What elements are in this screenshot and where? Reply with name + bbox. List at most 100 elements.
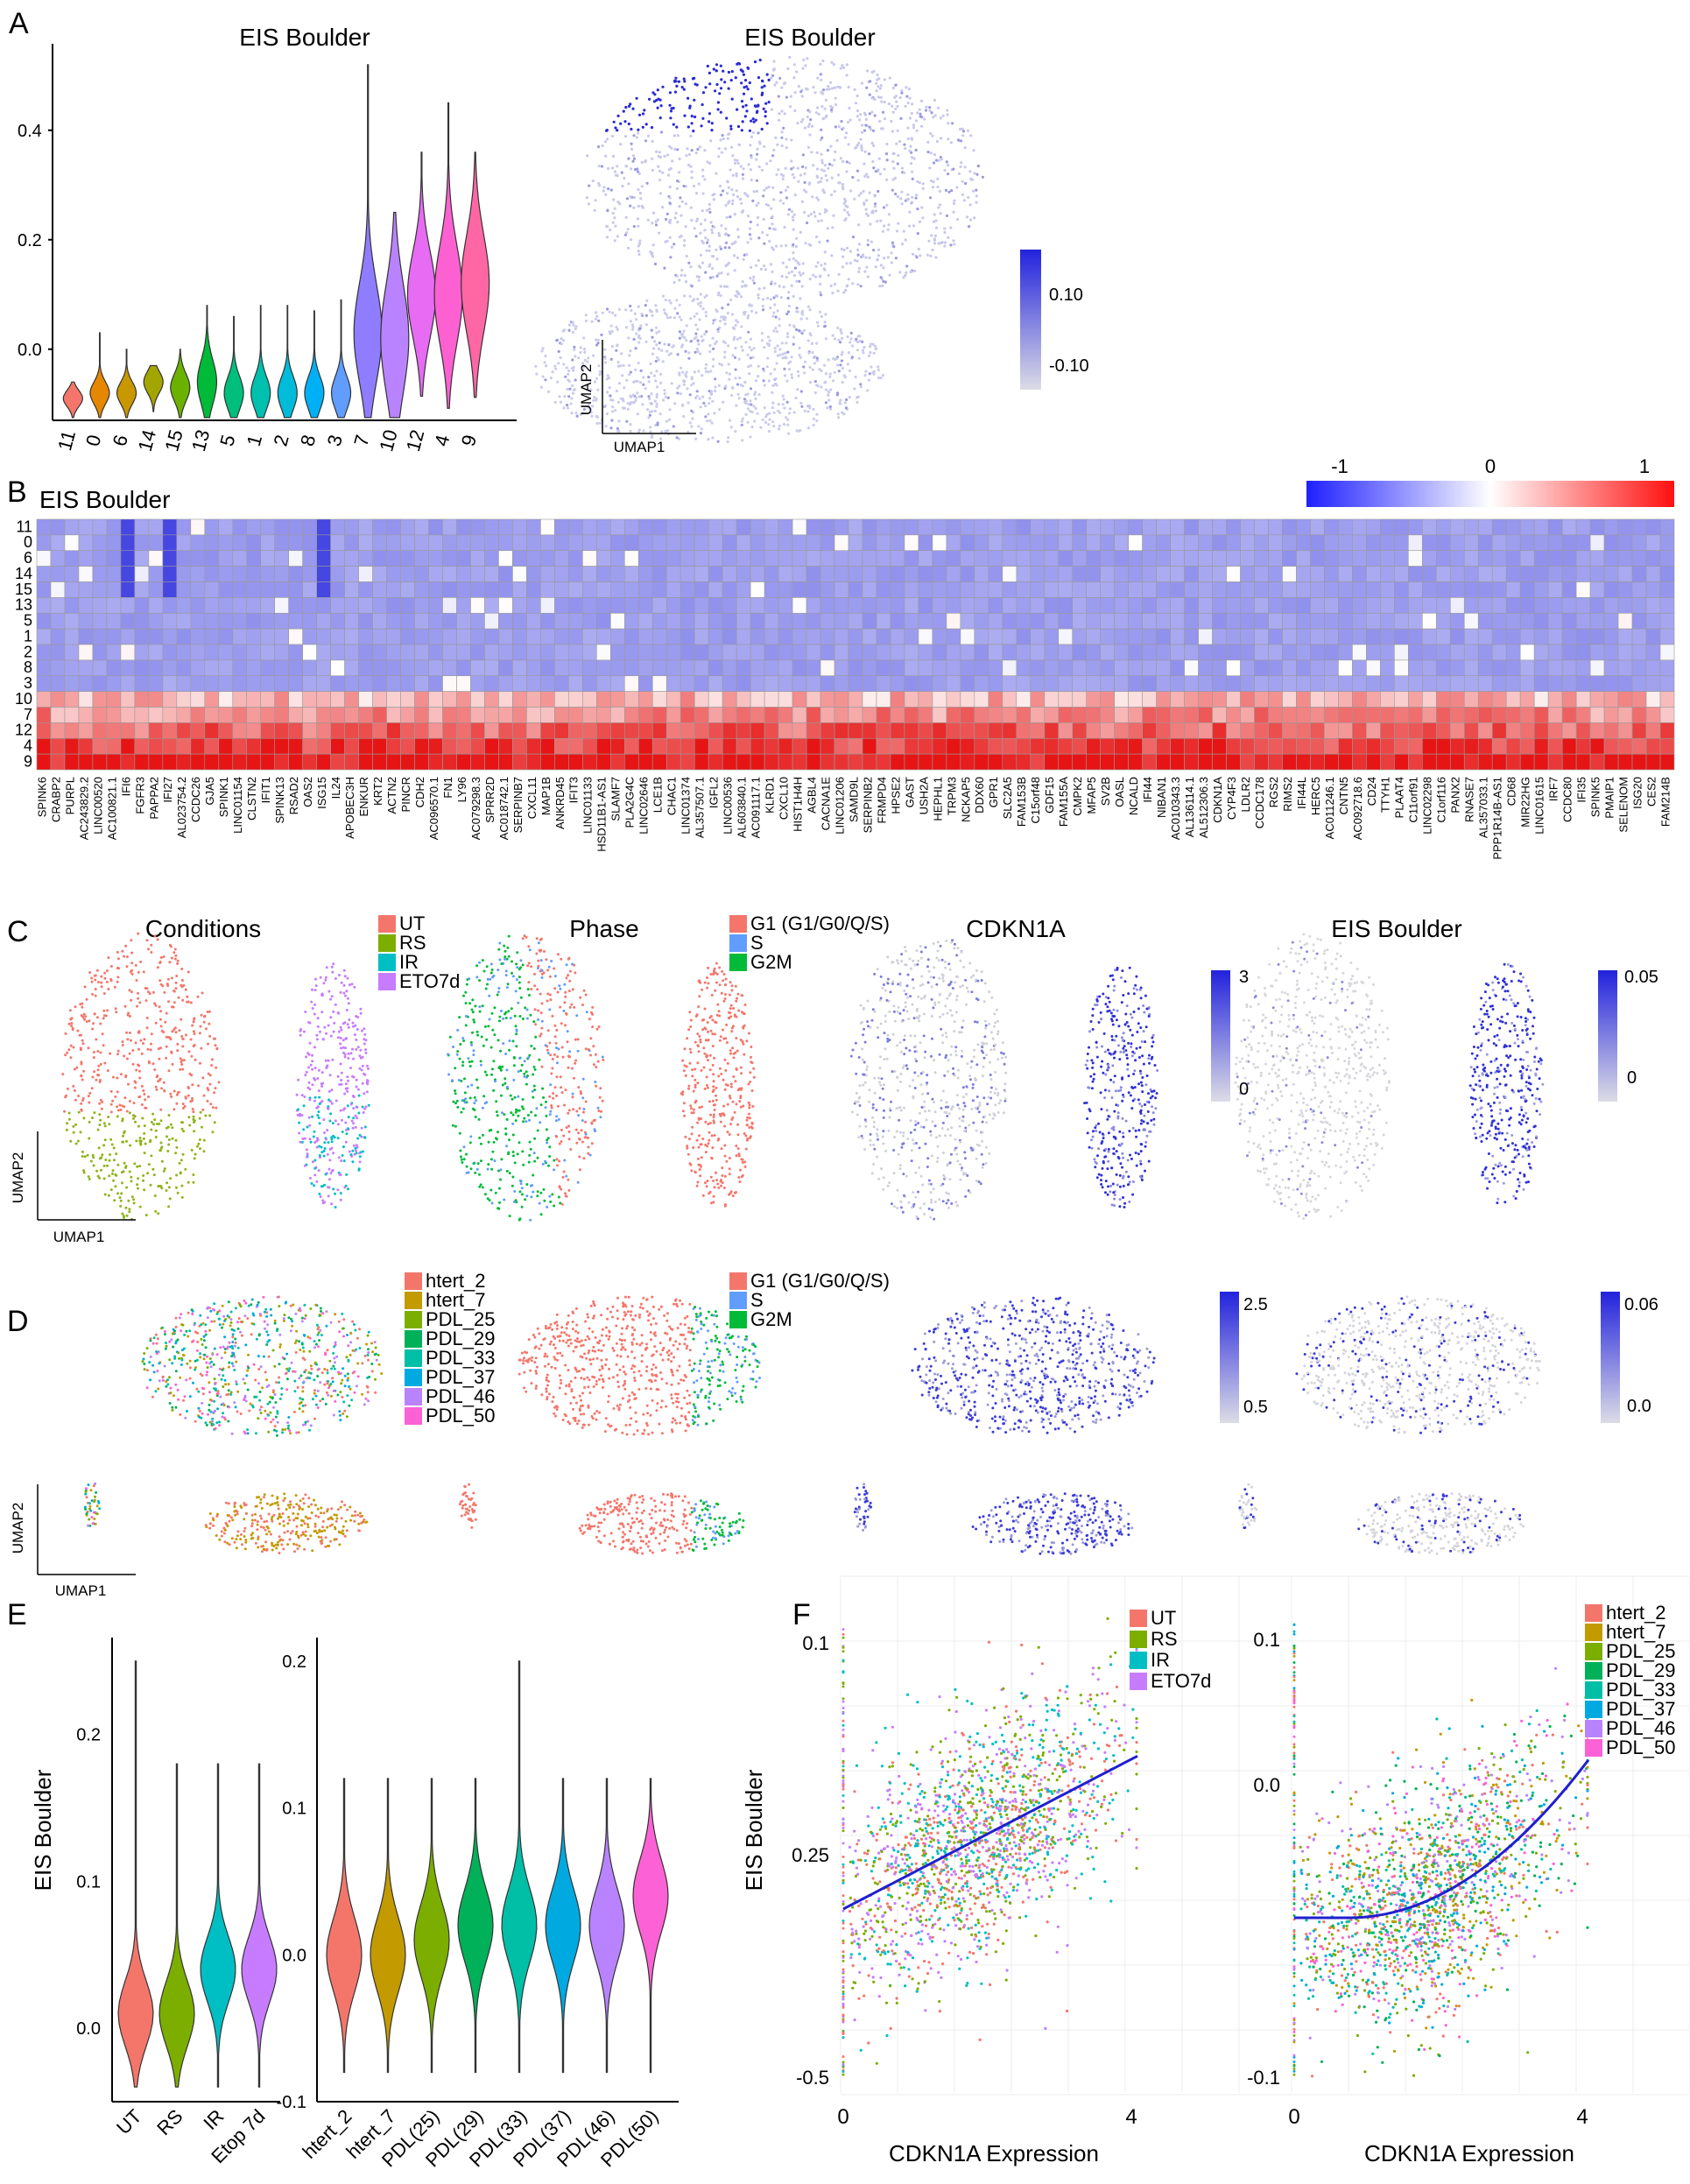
umap-a-point [829, 284, 833, 288]
heatmap-cell [637, 675, 653, 692]
heatmap-cell [596, 566, 611, 582]
umap-a-point [957, 138, 961, 142]
umap-c-point [111, 1172, 114, 1175]
heatmap-cell [582, 722, 597, 739]
heatmap-cell [358, 566, 373, 582]
violin-a-ytick-label: 0.4 [18, 122, 42, 141]
heatmap-cell [288, 534, 303, 552]
heatmap-cell [1002, 707, 1018, 723]
umap-a-point [746, 88, 750, 91]
umap-a-point [856, 94, 859, 98]
umap-c-point [189, 1001, 193, 1004]
umap-a-point [849, 118, 852, 122]
umap-c-point [116, 1053, 119, 1056]
heatmap-cell [665, 707, 681, 723]
umap-a-point [846, 205, 849, 208]
umap-c-point [163, 990, 166, 994]
heatmap-cell [400, 597, 415, 614]
umap-a-point [660, 349, 664, 352]
heatmap-cell [554, 675, 569, 692]
heatmap-cell [120, 518, 136, 536]
heatmap-cell [386, 659, 401, 677]
umap-a-point [877, 368, 880, 372]
umap-a-point [801, 165, 805, 169]
umap-a-point [832, 63, 835, 67]
umap-a-point [693, 314, 696, 318]
heatmap-col-label: SPINK13 [273, 777, 286, 823]
umap-a-point [695, 312, 699, 315]
heatmap-cell [1394, 644, 1409, 661]
heatmap-cell [386, 675, 401, 692]
heatmap-cell [1198, 644, 1213, 661]
umap-c-point [123, 955, 126, 958]
umap-a-point [626, 228, 630, 231]
umap-a-point [588, 378, 592, 383]
umap-a-point [819, 180, 822, 183]
heatmap-col-label: AL512306.3 [1197, 777, 1210, 838]
heatmap-cell [1435, 659, 1451, 677]
heatmap-cell [974, 707, 989, 723]
umap-a-point [827, 273, 830, 277]
heatmap-cell [932, 628, 947, 645]
heatmap-cell [1296, 518, 1311, 536]
umap-a-point [836, 289, 840, 292]
umap-a-point [605, 391, 609, 394]
umap-c-point [214, 1044, 217, 1047]
heatmap-cell [120, 581, 136, 598]
umap-a-point [830, 60, 834, 64]
heatmap-cell [1505, 518, 1521, 536]
umap-c-point [202, 1138, 206, 1142]
umap-a-point [570, 397, 574, 400]
heatmap-cell [623, 659, 639, 677]
heatmap-cell [1547, 675, 1563, 692]
umap-c-point [207, 1088, 210, 1092]
umap-a-point [675, 299, 679, 302]
umap-a-point [644, 314, 649, 317]
umap-c-point [198, 1138, 201, 1141]
umap-a-point [757, 287, 761, 291]
umap-a-point [919, 112, 922, 116]
heatmap-cell [1449, 675, 1465, 692]
umap-c-point [165, 1181, 169, 1185]
umap-a-point [781, 356, 785, 360]
heatmap-cell [1575, 534, 1591, 552]
umap-a-point [612, 198, 616, 201]
umap-a-point [761, 230, 764, 235]
heatmap-cell [665, 737, 681, 755]
umap-c-point [167, 1143, 171, 1146]
umap-a-point [903, 143, 906, 146]
umap-c-point [363, 1027, 366, 1031]
umap-c-point [315, 1145, 319, 1149]
heatmap-cell [1156, 534, 1171, 552]
umap-a-point [838, 402, 842, 405]
umap-a-point [813, 91, 817, 95]
umap-a-point [657, 165, 660, 168]
heatmap-col-label: ANKRD45 [553, 777, 567, 829]
umap-a-point [656, 356, 659, 359]
umap-a-point [943, 244, 947, 248]
heatmap-cell [708, 534, 723, 552]
heatmap-cell [554, 691, 569, 708]
heatmap-cell [50, 581, 66, 598]
heatmap-cell [946, 707, 961, 723]
heatmap-cell [623, 550, 639, 567]
heatmap-cell [1631, 597, 1647, 614]
umap-a-point [888, 76, 891, 80]
heatmap-cell [36, 518, 52, 536]
heatmap-cell [596, 707, 611, 723]
umap-a-point [798, 271, 801, 274]
umap-a-point [804, 242, 807, 245]
heatmap-col-label: SV2B [1099, 777, 1112, 806]
heatmap-cell [946, 691, 961, 708]
umap-a-point [755, 179, 759, 182]
umap-a-point [887, 213, 891, 216]
umap-a-point [959, 165, 962, 168]
heatmap-cell [1254, 566, 1269, 582]
heatmap-cell [1533, 518, 1549, 536]
heatmap-cell [1366, 722, 1381, 739]
heatmap-cell [1310, 707, 1325, 723]
heatmap-cell [526, 534, 541, 552]
heatmap-cell [1561, 581, 1577, 598]
umap-a-point [863, 202, 866, 207]
umap-a-point [803, 126, 807, 130]
